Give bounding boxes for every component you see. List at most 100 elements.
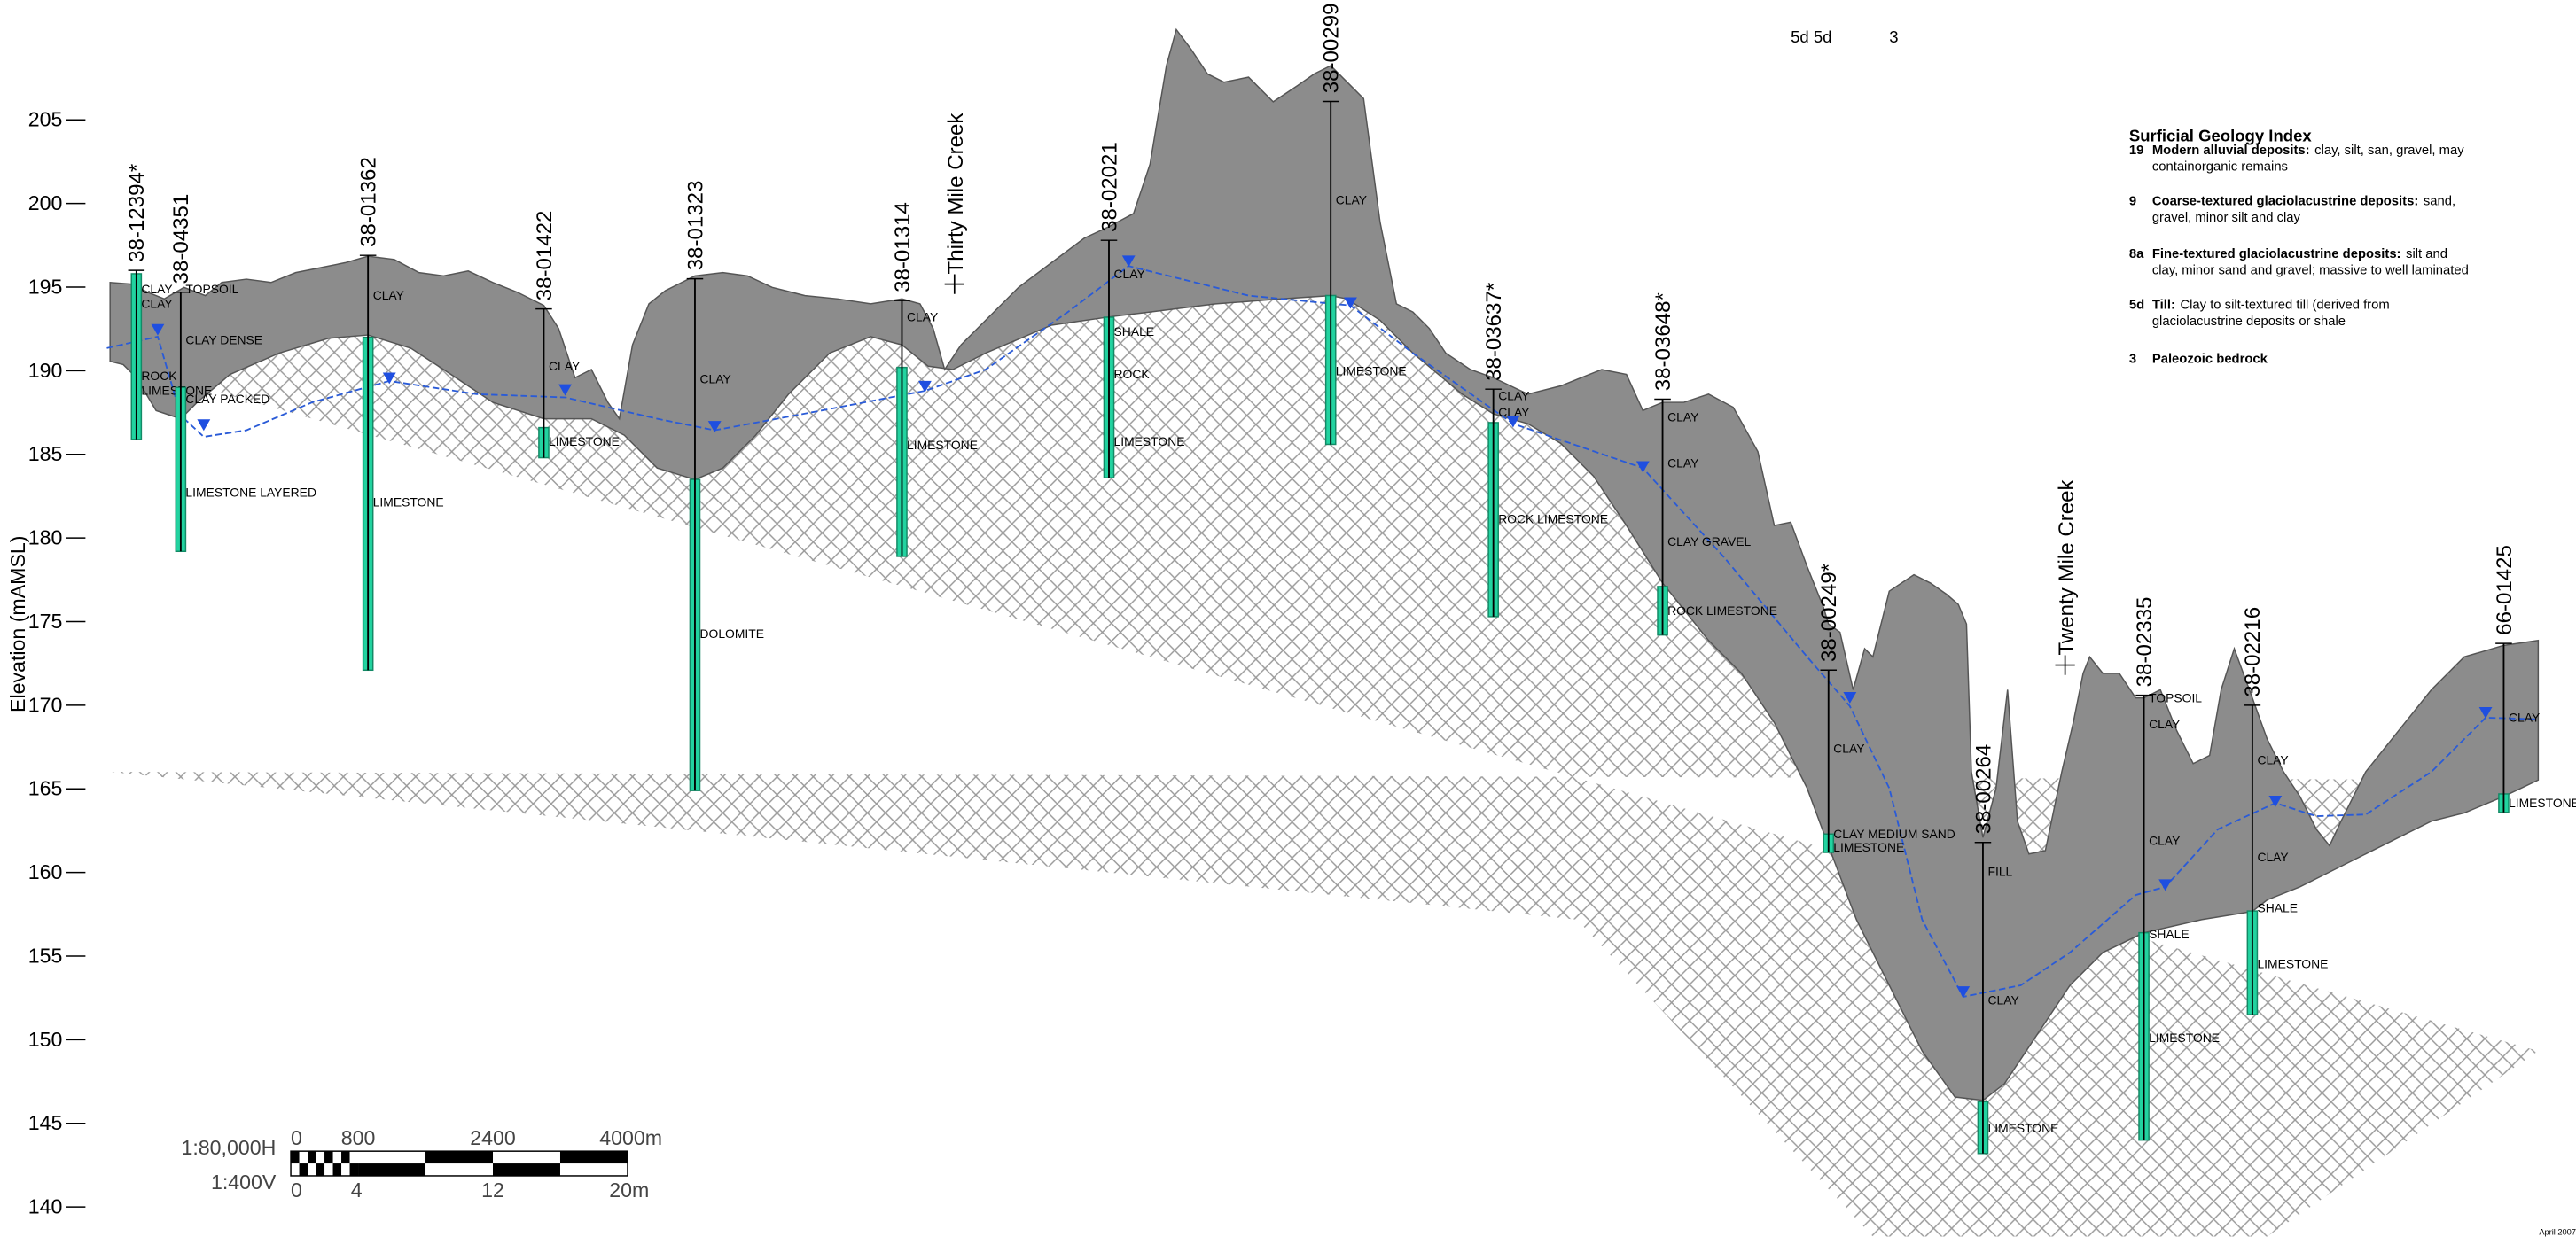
y-tick-label: 200 [28,191,63,214]
y-tick-label: 155 [28,944,63,967]
creek-marker [2055,655,2075,675]
y-tick-label: 170 [28,693,63,716]
borehole-name: 38-01422 [533,211,557,301]
legend-text: Clay to silt-textured till (derived from [2180,298,2389,312]
water-level [197,419,211,432]
water-level [1635,461,1650,473]
y-tick-label: 140 [28,1195,63,1218]
scale-v: 1:400V [211,1171,277,1194]
layer-label: CLAY [1498,388,1529,402]
layer-label: FILL [1988,865,2013,879]
borehole-name: 66-01425 [2493,545,2517,635]
scale-h-label: 2400 [470,1126,516,1149]
creek-marker [944,274,964,294]
scale-bar-cell [559,1151,628,1164]
legend-entry: Paleozoic bedrock [2152,353,2268,367]
layer-label: SHALE [1114,324,1155,338]
borehole-name: 38-01323 [683,181,707,271]
layer-label: TOPSOIL [2149,690,2202,704]
scale-bar-cell [308,1151,316,1164]
creek-label: Thirty Mile Creek [944,113,968,275]
scale-bar-cell [425,1151,494,1164]
layer-label: CLAY [1667,455,1698,470]
scale-h-label: 4000m [599,1126,662,1149]
water-level [382,372,396,385]
layer-label: CLAY [2257,753,2288,767]
layer-label: CLAY [1114,267,1145,281]
scale-h: 1:80,000H [181,1136,276,1159]
water-level [2478,706,2493,719]
legend-code: 9 [2129,195,2136,209]
y-tick-label: 180 [28,526,63,549]
borehole-name: 38-01362 [356,157,380,247]
legend-entry: Modern alluvial deposits: clay, silt, san… [2152,144,2464,158]
legend-text: sand, [2424,195,2455,209]
layer-label: CLAY [141,296,172,310]
water-level [2158,879,2173,891]
borehole-name: 38-00299 [1320,3,1344,93]
y-tick-label: 150 [28,1028,63,1051]
borehole-name: 38-02021 [1097,142,1121,232]
legend-text: glaciolacustrine deposits or shale [2152,315,2346,329]
y-tick-label: 160 [28,860,63,883]
scale-v-label: 20m [609,1179,649,1202]
legend-code: 8a [2129,247,2144,261]
layer-label: CLAY [1833,742,1864,756]
y-tick-label: 190 [28,359,63,382]
header-code: 5d 5d [1791,27,1831,46]
borehole-name: 38-12394* [125,164,149,262]
axis-title: Elevation (mAMSL) [6,536,29,712]
borehole-name: 38-00249* [1817,564,1841,662]
header-code: 3 [1889,27,1898,46]
creek-label: Twenty Mile Creek [2055,478,2079,655]
layer-label: CLAY [2149,834,2180,848]
y-tick-label: 145 [28,1111,63,1134]
layer-label: LIMESTONE LAYERED [185,486,316,500]
legend-text: silt and [2406,247,2447,261]
water-level [707,421,722,433]
legend-text: containorganic remains [2152,160,2288,175]
layer-label: CLAY [373,288,404,302]
layer-label: LIMESTONE [549,434,620,448]
legend-title: Surficial Geology Index [2129,126,2312,144]
layer-label: LIMESTONE [2149,1031,2220,1045]
scale-bar-cell [349,1163,359,1176]
layer-label: CLAY MEDIUM SAND [1833,827,1955,841]
legend-code: 3 [2129,353,2136,367]
legend-entry: Till: Clay to silt-textured till (derived… [2152,298,2390,312]
layer-label: TOPSOIL [185,282,238,296]
water-level [918,380,932,393]
layer-label: CLAY [1667,409,1698,424]
layer-label: ROCK [141,369,177,383]
layer-label: SHALE [2257,901,2298,915]
layer-label: ROCK LIMESTONE [1498,511,1608,525]
layer-label: LIMESTONE [373,495,444,510]
layer-label: LIMESTONE [907,438,978,452]
layer-label: CLAY DENSE [185,332,262,346]
legend-entry: Coarse-textured glaciolacustrine deposit… [2152,195,2455,209]
layer-label: CLAY [700,372,731,386]
borehole-name: 38-03648* [1651,292,1675,391]
water-level [1344,297,1357,309]
layer-label: LIMESTONE [1833,840,1904,854]
layer-label: CLAY [1498,405,1529,419]
layer-label: CLAY [1988,992,2019,1007]
layer-label: CLAY GRAVEL [1667,534,1751,548]
scale-bar-cell [316,1163,325,1176]
borehole-name: 38-02216 [2241,607,2265,697]
layer-label: CLAY [2149,717,2180,731]
scale-v-label: 12 [481,1179,504,1202]
scale-bar-cell [299,1163,308,1176]
y-tick-label: 205 [28,108,63,131]
scale-bar-cell [493,1163,560,1176]
scale-bar-cell [358,1163,426,1176]
water-level [1121,255,1136,268]
layer-label: CLAY [1336,193,1367,207]
scale-v-label: 0 [291,1179,302,1202]
legend-name: Till: [2152,298,2175,312]
legend-text: clay, minor sand and gravel; massive to … [2152,264,2469,278]
legend-code: 5d [2129,298,2144,312]
layer-label: CLAY [549,359,580,373]
overburden [109,27,2540,1101]
